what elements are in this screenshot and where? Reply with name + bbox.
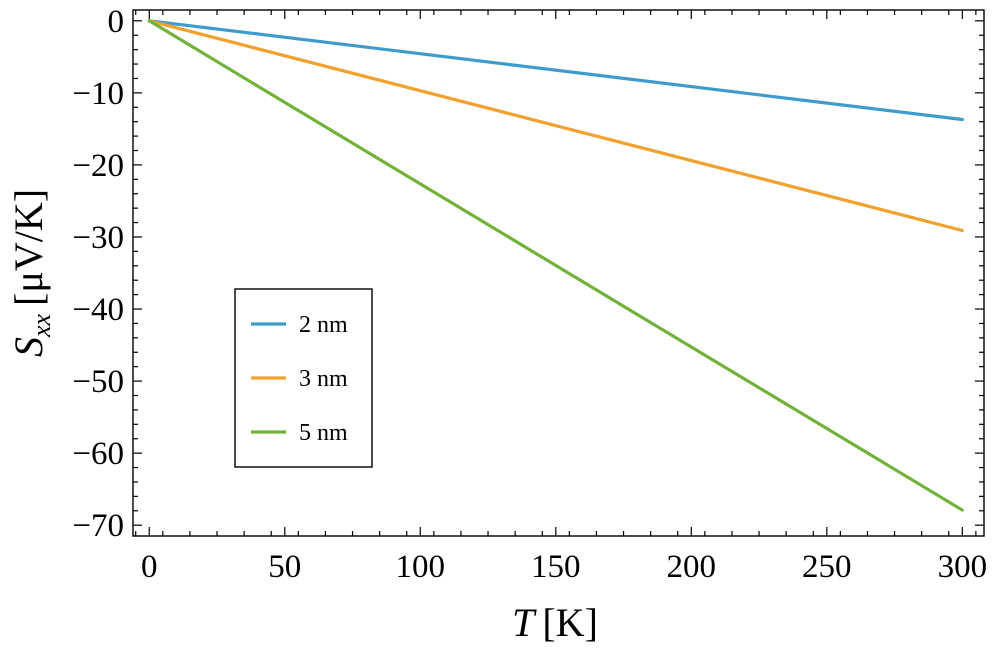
x-tick-label: 200	[667, 549, 717, 585]
legend-label: 5 nm	[299, 420, 348, 446]
x-axis-title: T [K]	[512, 600, 598, 645]
x-tick-label: 0	[141, 549, 158, 585]
x-tick-label: 300	[938, 549, 988, 585]
legend-label: 2 nm	[299, 312, 348, 338]
y-tick-label: −50	[72, 364, 124, 400]
y-tick-label: −10	[72, 76, 124, 112]
x-tick-label: 250	[802, 549, 852, 585]
series-line-2nm	[147, 19, 964, 122]
plot-frame	[132, 9, 985, 537]
legend: 2 nm 3 nm 5 nm	[234, 288, 373, 468]
x-tick-label: 150	[531, 549, 581, 585]
x-tick-labels: 0 50 100 150 200 250 300	[141, 549, 987, 585]
legend-label: 3 nm	[299, 366, 348, 392]
y-axis-title: Sxx[μV/K]	[6, 189, 56, 357]
y-tick-label: −30	[72, 220, 124, 256]
series-lines	[147, 19, 964, 512]
x-tick-label: 50	[268, 549, 301, 585]
y-tick-label: −60	[72, 436, 124, 472]
minor-ticks	[133, 10, 984, 536]
y-tick-label: −20	[72, 148, 124, 184]
series-line-3nm	[147, 19, 964, 233]
series-line-5nm	[147, 19, 964, 512]
major-ticks	[133, 10, 984, 536]
x-tick-label: 100	[396, 549, 446, 585]
y-tick-label: 0	[108, 4, 125, 40]
y-tick-label: −40	[72, 292, 124, 328]
y-tick-labels: 0 −10 −20 −30 −40 −50 −60 −70	[72, 4, 124, 544]
y-tick-label: −70	[72, 508, 124, 544]
